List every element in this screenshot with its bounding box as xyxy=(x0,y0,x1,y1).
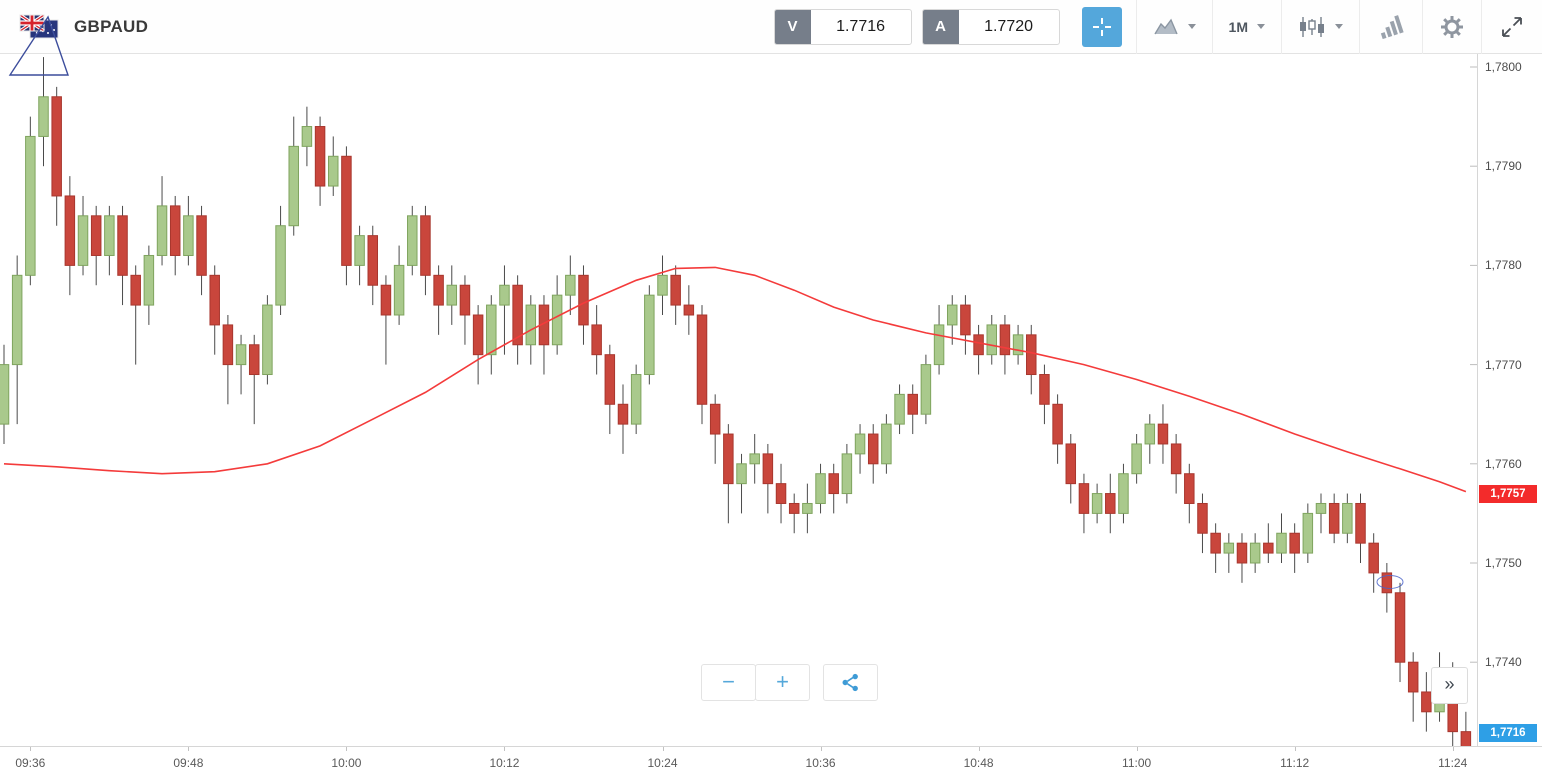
expand-icon xyxy=(1502,16,1522,37)
sell-price-value: 1.7716 xyxy=(836,17,886,35)
y-axis-label: 1,7800 xyxy=(1485,60,1522,74)
y-axis-label: 1,7770 xyxy=(1485,357,1522,372)
x-axis-tick xyxy=(820,747,822,751)
x-axis-tick xyxy=(346,747,348,751)
x-axis-label: 10:48 xyxy=(963,756,994,770)
sell-letter: V xyxy=(774,9,811,44)
x-axis-label: 11:24 xyxy=(1438,756,1468,770)
y-axis-label: 1,7790 xyxy=(1485,159,1522,174)
x-axis-label: 09:48 xyxy=(173,756,204,770)
x-axis-label: 10:12 xyxy=(489,756,520,770)
ellipse-drawing[interactable] xyxy=(1374,573,1406,591)
moving-average-line[interactable] xyxy=(3,266,1467,493)
settings-button[interactable] xyxy=(1422,0,1481,54)
y-axis-label: 1,7780 xyxy=(1485,258,1522,273)
x-axis-tick xyxy=(504,747,506,751)
x-axis-label: 10:36 xyxy=(805,756,836,770)
zoom-in-button[interactable]: + xyxy=(755,664,810,701)
x-axis-tick xyxy=(30,747,32,751)
y-axis-label: 1,7750 xyxy=(1485,556,1522,570)
x-axis-label: 09:36 xyxy=(15,756,46,770)
chart-type-dropdown[interactable] xyxy=(1135,0,1212,54)
triangle-drawing[interactable] xyxy=(6,14,72,78)
chevron-down-icon xyxy=(1335,24,1343,29)
buy-letter: A xyxy=(922,9,959,44)
buy-price-button[interactable]: A 1.7720 xyxy=(921,8,1060,45)
x-axis-tick xyxy=(662,747,664,751)
chart-area: 1,7757 1,7716 1,7800 1,7790 1,7780 1,7770 1,… xyxy=(0,54,1542,780)
candles-layer xyxy=(0,57,1472,746)
x-axis-tick xyxy=(1294,747,1296,751)
timeframe-dropdown[interactable]: 1M xyxy=(1211,0,1281,54)
time-axis[interactable]: 09:36 09:48 10:00 10:12 10:24 10:36 10:48 11:00… xyxy=(0,746,1542,780)
x-axis-label: 11:12 xyxy=(1280,756,1310,770)
y-axis-label: 1,7740 xyxy=(1485,655,1522,670)
share-button[interactable] xyxy=(823,664,878,701)
fullscreen-button[interactable] xyxy=(1481,0,1542,54)
share-icon xyxy=(842,673,858,692)
x-axis-tick xyxy=(978,747,980,751)
candlestick-icon xyxy=(1300,16,1324,37)
indicators-button[interactable] xyxy=(1359,0,1422,54)
candlestick-chart[interactable] xyxy=(0,54,1477,746)
candle-style-dropdown[interactable] xyxy=(1281,0,1359,54)
last-price-badge: 1,7716 xyxy=(1479,724,1537,742)
x-axis-tick xyxy=(1452,747,1454,751)
buy-price-value: 1.7720 xyxy=(984,17,1034,35)
ma-price-badge: 1,7757 xyxy=(1479,484,1537,503)
gear-icon xyxy=(1441,15,1463,38)
price-ticks xyxy=(1470,66,1477,663)
x-axis-label: 10:00 xyxy=(331,756,362,770)
chevron-down-icon xyxy=(1187,24,1196,29)
y-axis-label: 1,7760 xyxy=(1485,456,1522,471)
crosshair-tool-button[interactable] xyxy=(1081,6,1122,47)
x-axis-label: 10:24 xyxy=(647,756,678,770)
x-axis-tick xyxy=(188,747,190,751)
zoom-out-button[interactable]: − xyxy=(701,664,756,701)
timeframe-label: 1M xyxy=(1228,18,1248,35)
indicators-icon xyxy=(1380,14,1404,39)
price-axis[interactable]: 1,7757 1,7716 1,7800 1,7790 1,7780 1,7770 1,… xyxy=(1477,54,1542,746)
chevron-down-icon xyxy=(1257,24,1265,29)
crosshair-icon xyxy=(1092,17,1111,36)
x-axis-label: 11:00 xyxy=(1122,756,1152,770)
area-chart-icon xyxy=(1153,18,1178,34)
symbol-title: GBPAUD xyxy=(74,16,149,36)
x-axis-tick xyxy=(1136,747,1138,751)
collapse-panel-button[interactable]: » xyxy=(1431,667,1468,704)
sell-price-button[interactable]: V 1.7716 xyxy=(773,8,912,45)
zoom-controls: − + xyxy=(701,664,878,701)
toolbar: GBPAUD V 1.7716 A 1.7720 xyxy=(0,0,1542,54)
